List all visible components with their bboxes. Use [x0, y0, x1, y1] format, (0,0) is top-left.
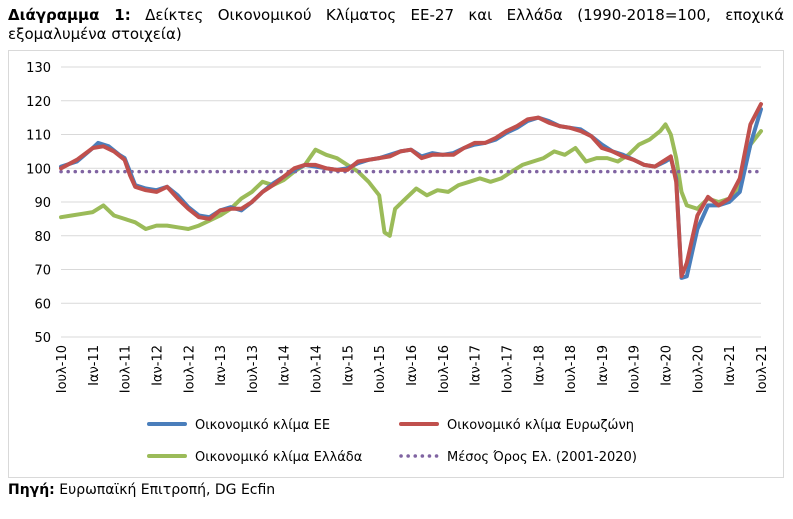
x-tick-label: Ιουλ-16	[437, 345, 452, 393]
x-tick-label: Ιαν-14	[278, 345, 293, 386]
x-tick-label: Ιαν-16	[405, 345, 420, 386]
y-tick-label: 70	[34, 264, 51, 279]
x-tick-label: Ιαν-13	[214, 345, 229, 386]
x-tick-label: Ιαν-18	[532, 345, 547, 386]
y-tick-label: 80	[34, 230, 51, 245]
y-tick-label: 120	[26, 95, 51, 110]
y-tick-label: 60	[34, 297, 51, 312]
x-tick-label: Ιαν-12	[150, 345, 165, 386]
legend-label-avg: Μέσος Όρος Ελ. (2001-2020)	[447, 450, 637, 465]
y-tick-label: 50	[34, 331, 51, 346]
y-tick-label: 90	[34, 196, 51, 211]
line-chart: 50 60 70 80 90 100 110 120 130 Ιουλ-10 Ιαν-11 Ιουλ-…	[26, 61, 770, 465]
x-tick-label: Ιαν-17	[469, 345, 484, 386]
x-tick-label: Ιουλ-10	[55, 345, 70, 393]
x-tick-label: Ιουλ-14	[310, 345, 325, 393]
x-tick-label: Ιουλ-19	[628, 345, 643, 393]
x-tick-label: Ιουλ-18	[564, 345, 579, 393]
source-note: Πηγή: Ευρωπαϊκή Επιτροπή, DG Ecfin	[8, 482, 275, 498]
y-tick-label: 110	[26, 129, 51, 144]
x-tick-label: Ιουλ-12	[182, 345, 197, 393]
x-tick-label: Ιαν-11	[87, 345, 102, 386]
legend-label-greece: Οικονομικό κλίμα Ελλάδα	[195, 450, 362, 465]
x-tick-label: Ιαν-20	[660, 345, 675, 386]
x-tick-label: Ιαν-15	[341, 345, 356, 386]
x-tick-label: Ιουλ-21	[755, 345, 770, 393]
y-tick-label: 100	[26, 162, 51, 177]
x-tick-label: Ιαν-19	[596, 345, 611, 386]
legend-label-euro: Οικονομικό κλίμα Ευρωζώνη	[447, 418, 634, 433]
x-tick-label: Ιουλ-15	[373, 345, 388, 393]
chart-title-text: Δείκτες Οικονομικού Κλίματος ΕΕ-27 και Ε…	[8, 6, 784, 43]
x-tick-label: Ιουλ-11	[119, 345, 134, 393]
legend-label-eu: Οικονομικό κλίμα ΕΕ	[195, 418, 330, 433]
chart-title: Διάγραμμα 1: Δείκτες Οικονομικού Κλίματο…	[8, 6, 784, 44]
chart-title-prefix: Διάγραμμα 1:	[8, 6, 131, 24]
series-line-greece	[59, 122, 763, 238]
x-tick-label: Ιαν-21	[723, 345, 738, 386]
x-tick-label: Ιουλ-20	[691, 345, 706, 393]
x-tick-label: Ιουλ-13	[246, 345, 261, 393]
y-tick-label: 130	[26, 61, 51, 76]
source-prefix: Πηγή:	[8, 482, 55, 498]
chart-area: 50 60 70 80 90 100 110 120 130 Ιουλ-10 Ιαν-11 Ιουλ-…	[8, 50, 784, 478]
x-tick-label: Ιουλ-17	[500, 345, 515, 393]
series-line-euro	[59, 102, 763, 279]
source-text: Ευρωπαϊκή Επιτροπή, DG Ecfin	[59, 482, 276, 498]
